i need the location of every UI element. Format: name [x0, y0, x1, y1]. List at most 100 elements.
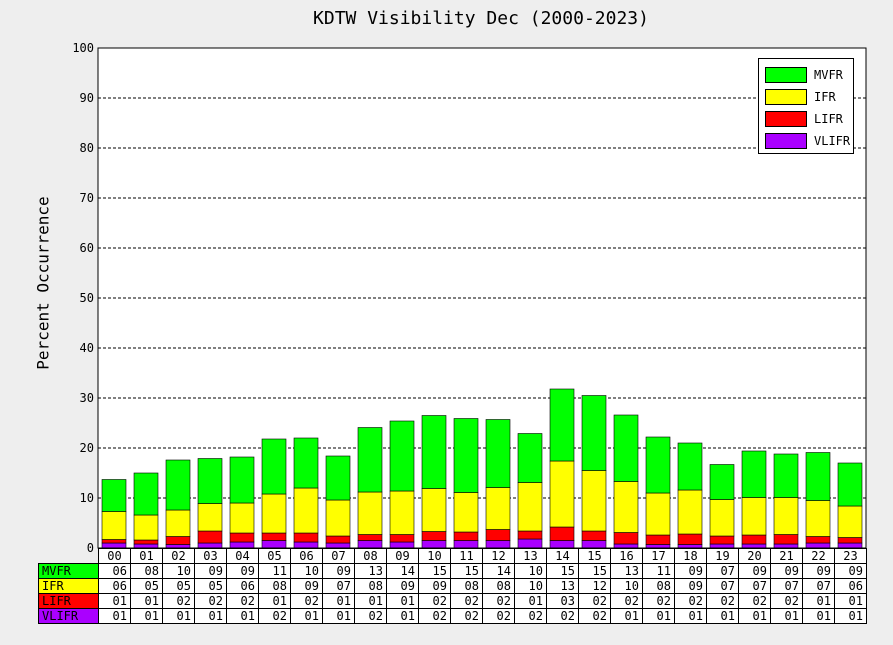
x-tick-label: 13 — [514, 548, 547, 564]
legend-swatch — [765, 89, 807, 105]
table-cell: 01 — [802, 608, 835, 624]
table-corner — [39, 549, 99, 564]
bar-vlifr-11 — [453, 540, 479, 549]
table-cell: 14 — [386, 563, 419, 579]
bar-ifr-23 — [837, 505, 863, 538]
table-cell: 01 — [130, 608, 163, 624]
x-tick-label: 02 — [162, 548, 195, 564]
bar-lifr-16 — [613, 532, 639, 545]
table-cell: 01 — [770, 608, 803, 624]
table-cell: 02 — [226, 593, 259, 609]
table-cell: 05 — [162, 578, 195, 594]
table-cell: 07 — [706, 578, 739, 594]
bar-mvfr-07 — [325, 455, 351, 501]
table-cell: 02 — [578, 593, 611, 609]
table-cell: 02 — [258, 608, 291, 624]
x-tick-label: 08 — [354, 548, 387, 564]
grid-lines — [98, 97, 866, 499]
bar-mvfr-05 — [261, 438, 287, 495]
y-tick-label: 0 — [87, 541, 94, 555]
table-cell: 12 — [578, 578, 611, 594]
bar-mvfr-03 — [197, 458, 223, 504]
legend-label: IFR — [814, 90, 836, 104]
table-cell: 05 — [130, 578, 163, 594]
legend-swatch — [765, 67, 807, 83]
table-cell: 01 — [322, 608, 355, 624]
y-tick-label: 40 — [80, 341, 94, 355]
bar-lifr-01 — [133, 539, 159, 545]
table-cell: 01 — [194, 608, 227, 624]
x-tick-label: 22 — [802, 548, 835, 564]
table-cell: 07 — [738, 578, 771, 594]
table-cell: 10 — [514, 578, 547, 594]
bar-lifr-13 — [517, 530, 543, 540]
table-cell: 01 — [834, 593, 867, 609]
bar-mvfr-11 — [453, 418, 479, 493]
bar-ifr-04 — [229, 502, 255, 534]
bar-ifr-02 — [165, 509, 191, 537]
table-cell: 01 — [354, 593, 387, 609]
table-cell: 09 — [802, 563, 835, 579]
table-cell: 09 — [834, 563, 867, 579]
table-cell: 02 — [642, 593, 675, 609]
table-cell: 02 — [354, 608, 387, 624]
table-cell: 01 — [226, 608, 259, 624]
table-cell: 02 — [194, 593, 227, 609]
table-cell: 02 — [450, 593, 483, 609]
table-cell: 01 — [258, 593, 291, 609]
bar-mvfr-19 — [709, 464, 735, 500]
bar-ifr-06 — [293, 487, 319, 534]
x-tick-label: 17 — [642, 548, 675, 564]
bar-mvfr-10 — [421, 415, 447, 489]
x-tick-label: 16 — [610, 548, 643, 564]
x-tick-label: 00 — [98, 548, 131, 564]
table-cell: 09 — [674, 578, 707, 594]
bar-ifr-21 — [773, 497, 799, 535]
bar-lifr-02 — [165, 536, 191, 545]
table-cell: 09 — [194, 563, 227, 579]
chart-title: KDTW Visibility Dec (2000-2023) — [313, 8, 649, 29]
bar-lifr-12 — [485, 529, 511, 541]
bar-mvfr-12 — [485, 419, 511, 488]
bar-ifr-14 — [549, 460, 575, 528]
table-cell: 02 — [418, 608, 451, 624]
bar-mvfr-18 — [677, 442, 703, 491]
table-cell: 06 — [98, 563, 131, 579]
table-row-label: IFR — [38, 578, 99, 594]
x-tick-label: 06 — [290, 548, 323, 564]
x-tick-label: 07 — [322, 548, 355, 564]
bar-mvfr-23 — [837, 462, 863, 507]
bar-ifr-08 — [357, 491, 383, 535]
bar-lifr-06 — [293, 532, 319, 543]
table-cell: 01 — [834, 608, 867, 624]
table-cell: 02 — [162, 593, 195, 609]
bar-lifr-21 — [773, 534, 799, 545]
y-tick-label: 20 — [80, 441, 94, 455]
bar-vlifr-05 — [261, 540, 287, 549]
bar-ifr-10 — [421, 488, 447, 532]
bar-mvfr-15 — [581, 395, 607, 471]
bar-mvfr-08 — [357, 427, 383, 493]
bar-ifr-16 — [613, 481, 639, 533]
bar-mvfr-00 — [101, 479, 127, 512]
x-tick-label: 23 — [834, 548, 867, 564]
bar-mvfr-22 — [805, 452, 831, 501]
legend: MVFR IFR LIFR VLIFR — [758, 58, 854, 154]
bar-lifr-10 — [421, 531, 447, 541]
bar-vlifr-13 — [517, 538, 543, 549]
legend-swatch — [765, 133, 807, 149]
table-cell: 06 — [834, 578, 867, 594]
bar-vlifr-12 — [485, 540, 511, 549]
table-cell: 01 — [386, 593, 419, 609]
bar-mvfr-20 — [741, 450, 767, 498]
bar-ifr-12 — [485, 487, 511, 530]
bar-mvfr-21 — [773, 453, 799, 498]
legend-label: LIFR — [814, 112, 843, 126]
table-cell: 10 — [610, 578, 643, 594]
table-cell: 01 — [514, 593, 547, 609]
x-tick-label: 04 — [226, 548, 259, 564]
x-tick-label: 19 — [706, 548, 739, 564]
table-cell: 14 — [482, 563, 515, 579]
y-tick-label: 10 — [80, 491, 94, 505]
